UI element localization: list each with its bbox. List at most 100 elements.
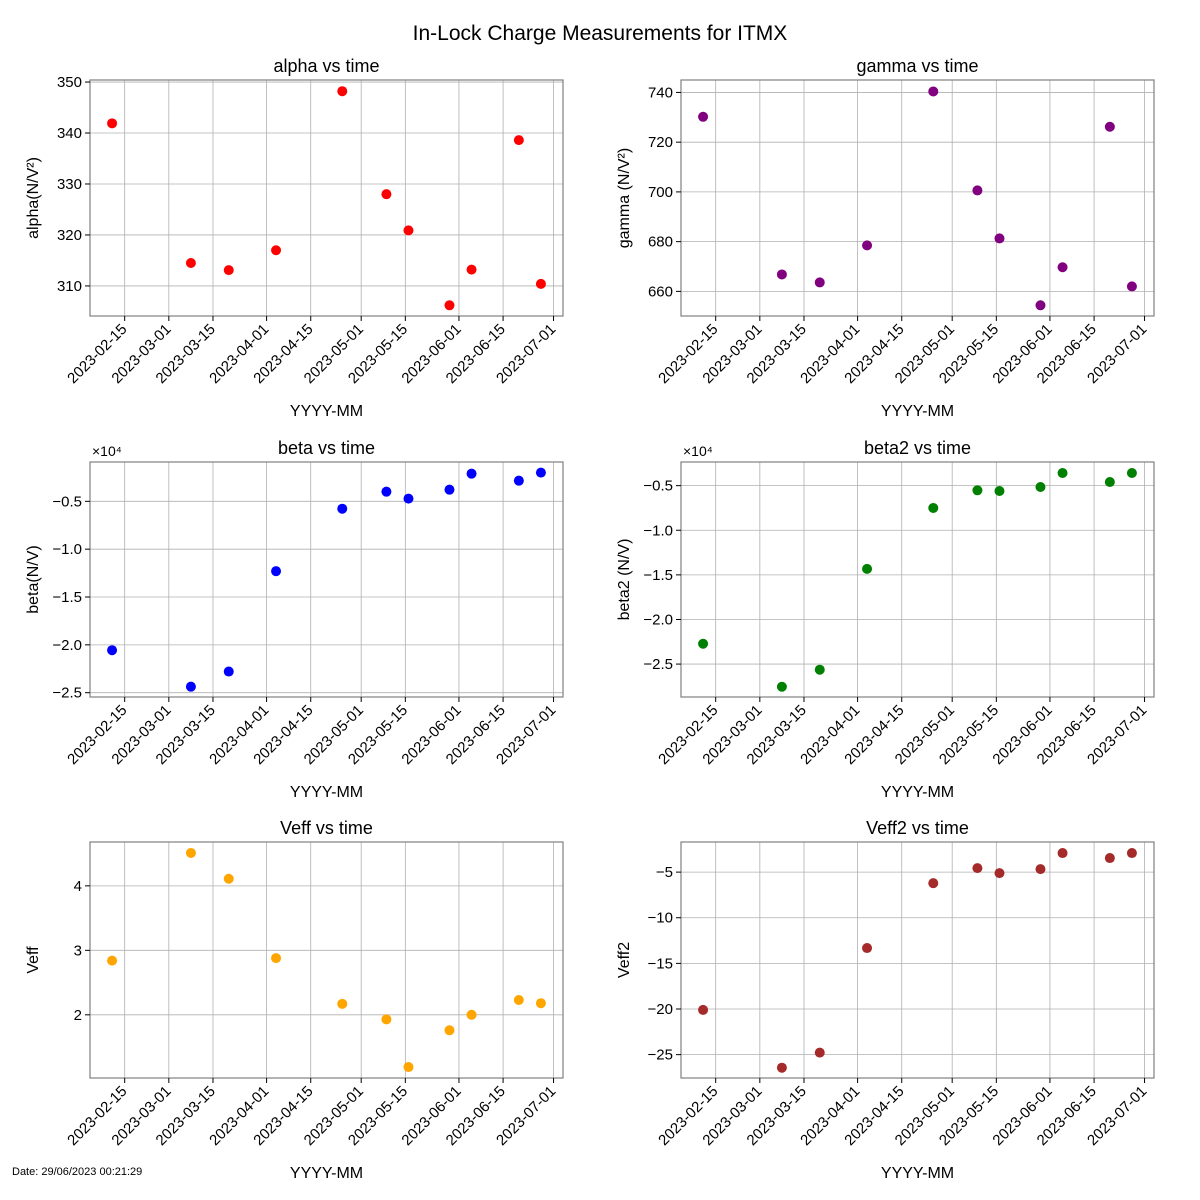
gridlines bbox=[90, 462, 563, 697]
subplot-title: Veff2 vs time bbox=[866, 818, 969, 838]
data-point bbox=[1057, 262, 1068, 273]
axes-frame bbox=[89, 461, 564, 698]
y-offset-text: ×10⁴ bbox=[683, 443, 713, 459]
data-point bbox=[814, 1047, 825, 1058]
data-point bbox=[776, 269, 787, 280]
timestamp-footer: Date: 29/06/2023 00:21:29 bbox=[12, 1166, 142, 1178]
y-tick-label: 720 bbox=[648, 134, 673, 151]
data-points bbox=[698, 467, 1137, 692]
subplot-title: beta vs time bbox=[278, 438, 375, 458]
data-point bbox=[928, 878, 939, 889]
data-point bbox=[337, 503, 348, 514]
data-point bbox=[444, 484, 455, 495]
y-tick-label: −0.5 bbox=[643, 478, 673, 495]
y-offset-text: ×10⁴ bbox=[92, 443, 122, 459]
y-tick-label: −15 bbox=[648, 955, 673, 972]
data-point bbox=[1035, 864, 1046, 875]
y-tick-label: 2 bbox=[74, 1007, 82, 1024]
data-point bbox=[466, 264, 477, 275]
data-point bbox=[535, 998, 546, 1009]
data-point bbox=[862, 943, 873, 954]
data-point bbox=[223, 666, 234, 677]
data-point bbox=[994, 868, 1005, 879]
data-point bbox=[1035, 300, 1046, 311]
y-tick-label: 320 bbox=[57, 227, 82, 244]
y-axis-label: Veff2 bbox=[616, 942, 633, 978]
data-point bbox=[862, 240, 873, 251]
data-point bbox=[107, 118, 118, 129]
y-tick-label: 310 bbox=[57, 278, 82, 295]
y-tick-label: −5 bbox=[656, 864, 673, 881]
data-point bbox=[1104, 853, 1115, 864]
y-axis-label: beta(N/V) bbox=[25, 545, 42, 613]
axes-frame bbox=[680, 79, 1155, 317]
data-point bbox=[403, 493, 414, 504]
data-point bbox=[698, 638, 709, 649]
data-point bbox=[513, 994, 524, 1005]
data-points bbox=[698, 848, 1137, 1073]
data-point bbox=[466, 468, 477, 479]
data-point bbox=[444, 300, 455, 311]
data-point bbox=[223, 265, 234, 276]
data-points bbox=[107, 847, 546, 1073]
data-point bbox=[928, 86, 939, 97]
data-point bbox=[337, 86, 348, 97]
data-point bbox=[403, 1062, 414, 1073]
data-point bbox=[381, 486, 392, 497]
data-point bbox=[928, 502, 939, 513]
y-tick-label: −2.0 bbox=[52, 637, 82, 654]
y-tick-label: −2.5 bbox=[52, 685, 82, 702]
data-point bbox=[185, 257, 196, 268]
gridlines bbox=[681, 842, 1154, 1078]
data-point bbox=[513, 135, 524, 146]
y-axis-label: Veff bbox=[25, 946, 42, 974]
data-point bbox=[107, 955, 118, 966]
subplot-title: alpha vs time bbox=[273, 56, 379, 76]
data-point bbox=[698, 1004, 709, 1015]
data-point bbox=[1104, 476, 1115, 487]
y-tick-label: 350 bbox=[57, 74, 82, 91]
data-point bbox=[107, 645, 118, 656]
data-point bbox=[444, 1025, 455, 1036]
data-point bbox=[1057, 848, 1068, 859]
axes-frame bbox=[89, 841, 564, 1079]
y-tick-label: 660 bbox=[648, 283, 673, 300]
data-point bbox=[776, 1062, 787, 1073]
y-tick-label: 740 bbox=[648, 84, 673, 101]
y-tick-label: −10 bbox=[648, 910, 673, 927]
data-points bbox=[107, 86, 546, 311]
y-axis-label: alpha(N/V²) bbox=[25, 157, 42, 239]
y-tick-label: −1.0 bbox=[643, 522, 673, 539]
gridlines bbox=[90, 80, 563, 316]
data-point bbox=[381, 1014, 392, 1025]
data-point bbox=[337, 998, 348, 1009]
y-tick-label: −20 bbox=[648, 1001, 673, 1018]
gridlines bbox=[681, 462, 1154, 697]
data-point bbox=[994, 233, 1005, 244]
x-axis-label: YYYY-MM bbox=[881, 403, 954, 420]
data-point bbox=[1126, 281, 1137, 292]
subplot-title: Veff vs time bbox=[280, 818, 373, 838]
y-tick-label: 340 bbox=[57, 125, 82, 142]
x-axis-label: YYYY-MM bbox=[290, 403, 363, 420]
data-point bbox=[698, 111, 709, 122]
data-point bbox=[814, 664, 825, 675]
y-tick-label: 4 bbox=[74, 878, 82, 895]
axes-frame bbox=[680, 841, 1155, 1079]
data-point bbox=[1126, 467, 1137, 478]
data-point bbox=[271, 566, 282, 577]
y-tick-label: 3 bbox=[74, 942, 82, 959]
data-point bbox=[223, 873, 234, 884]
data-point bbox=[381, 189, 392, 200]
data-point bbox=[271, 953, 282, 964]
data-points bbox=[698, 86, 1137, 311]
y-tick-label: −1.5 bbox=[643, 567, 673, 584]
data-point bbox=[535, 467, 546, 478]
subplot-title: beta2 vs time bbox=[864, 438, 971, 458]
y-tick-label: 700 bbox=[648, 184, 673, 201]
y-tick-label: −1.5 bbox=[52, 589, 82, 606]
gridlines bbox=[90, 842, 563, 1078]
y-tick-label: −0.5 bbox=[52, 493, 82, 510]
